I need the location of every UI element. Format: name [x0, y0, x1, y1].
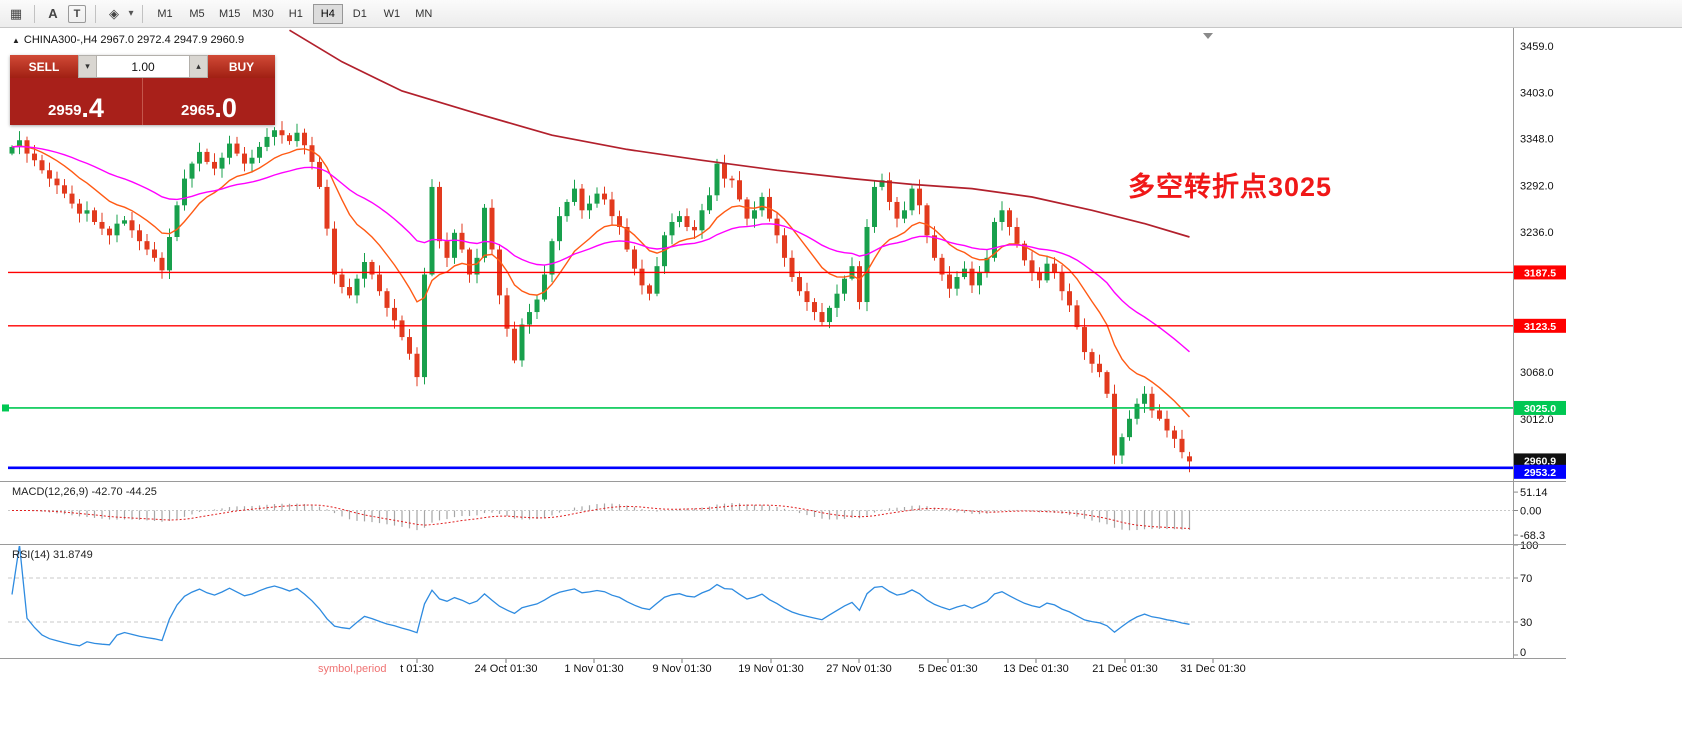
- price-badge: [1514, 400, 1566, 415]
- macd-indicator-label: MACD(12,26,9) -42.70 -44.25: [12, 486, 157, 498]
- hline-left-marker[interactable]: [2, 404, 9, 412]
- svg-text:2953.2: 2953.2: [1524, 467, 1556, 479]
- macd-axis-label: -68.3: [1520, 530, 1545, 542]
- trade-prices-row: 2959.4 2965.0: [10, 78, 275, 125]
- buy-price-pips: .0: [214, 93, 237, 124]
- macd-axis-label: 51.14: [1520, 487, 1548, 499]
- svg-text:3187.5: 3187.5: [1524, 267, 1556, 279]
- watermark-symbol-period: symbol,period: [318, 663, 386, 675]
- svg-text:2960.9: 2960.9: [1524, 455, 1556, 467]
- chart-grid-icon[interactable]: ▦: [9, 5, 23, 21]
- price-axis-label: 3068.0: [1520, 367, 1554, 379]
- volume-increase-button[interactable]: ▴: [189, 55, 208, 78]
- price-axis-label: 3012.0: [1520, 414, 1554, 426]
- time-axis-label: 1 Nov 01:30: [564, 663, 623, 675]
- buy-button[interactable]: BUY: [208, 55, 275, 78]
- volume-input[interactable]: [97, 55, 189, 78]
- chart-menu-chevron-icon[interactable]: [1203, 33, 1213, 39]
- collapse-arrow-icon[interactable]: ▲: [12, 36, 20, 45]
- timeframe-button-m1[interactable]: M1: [157, 7, 173, 20]
- sell-price-display[interactable]: 2959.4: [10, 78, 142, 125]
- price-axis-label: 3236.0: [1520, 227, 1554, 239]
- timeframe-button-h4[interactable]: H4: [312, 3, 343, 24]
- time-axis-label: 19 Nov 01:30: [738, 663, 803, 675]
- macd-panel: [8, 503, 1513, 531]
- time-axis-label: 24 Oct 01:30: [475, 663, 538, 675]
- buy-price-display[interactable]: 2965.0: [143, 78, 275, 125]
- spin-up-icon: ▴: [196, 61, 201, 71]
- sell-button[interactable]: SELL: [10, 55, 78, 78]
- timeframe-button-m30[interactable]: M30: [252, 7, 274, 20]
- price-badge: [1514, 318, 1566, 333]
- toolbar-separator: [142, 4, 143, 23]
- time-axis-label: 27 Nov 01:30: [826, 663, 891, 675]
- timeframe-button-w1[interactable]: W1: [383, 7, 401, 20]
- time-axis-label: 21 Dec 01:30: [1092, 663, 1157, 675]
- symbol-ohlc-text: CHINA300-,H4 2967.0 2972.4 2947.9 2960.9: [23, 34, 245, 46]
- one-click-trading-panel: SELL ▾ ▴ BUY 2959.4 2965.0: [10, 55, 275, 125]
- rsi-axis-label: 30: [1520, 617, 1532, 629]
- svg-text:3025.0: 3025.0: [1524, 403, 1556, 415]
- timeframe-button-m15[interactable]: M15: [219, 7, 241, 20]
- timeframe-button-d1[interactable]: D1: [352, 7, 367, 20]
- svg-text:3123.5: 3123.5: [1524, 321, 1556, 333]
- timeframe-button-m5[interactable]: M5: [189, 7, 205, 20]
- buy-price-main: 2965: [181, 102, 215, 119]
- price-divider: [142, 78, 143, 125]
- sell-price-pips: .4: [81, 93, 104, 124]
- volume-decrease-button[interactable]: ▾: [78, 55, 97, 78]
- time-axis-label: 31 Dec 01:30: [1180, 663, 1245, 675]
- timeframe-button-h1[interactable]: H1: [288, 7, 303, 20]
- timeframe-button-mn[interactable]: MN: [415, 7, 433, 20]
- draw-objects-icon[interactable]: ◈: [109, 5, 119, 21]
- toolbar-separator: [95, 4, 96, 23]
- dropdown-chevron-icon[interactable]: ▾: [128, 8, 134, 19]
- time-axis-label: t 01:30: [400, 663, 434, 675]
- macd-axis-label: 0.00: [1520, 506, 1541, 518]
- sell-price-main: 2959: [48, 102, 82, 119]
- chart-symbol-info: ▲ CHINA300-,H4 2967.0 2972.4 2947.9 2960.…: [12, 34, 244, 46]
- rsi-panel: [8, 546, 1513, 647]
- rsi-axis-label: 70: [1520, 573, 1532, 585]
- rsi-axis-label: 100: [1520, 540, 1538, 552]
- insert-text-icon[interactable]: A: [48, 6, 58, 21]
- trade-controls-row: SELL ▾ ▴ BUY: [10, 55, 275, 78]
- chart-toolbar: ▦ A T ◈ ▾ M1 M5 M15 M30 H1 H4 D1 W1 MN: [0, 0, 1682, 28]
- spin-down-icon: ▾: [85, 61, 90, 71]
- price-badge: [1514, 265, 1566, 280]
- time-axis-label: 13 Dec 01:30: [1003, 663, 1068, 675]
- chart-text-annotation[interactable]: 多空转折点3025: [1128, 172, 1333, 202]
- time-axis-label: 5 Dec 01:30: [918, 663, 977, 675]
- price-axis-label: 3459.0: [1520, 41, 1554, 53]
- rsi-indicator-label: RSI(14) 31.8749: [12, 549, 93, 561]
- price-axis-label: 3348.0: [1520, 134, 1554, 146]
- rsi-axis-label: 0: [1520, 647, 1526, 659]
- price-axis-label: 3292.0: [1520, 180, 1554, 192]
- text-label-icon[interactable]: T: [68, 4, 86, 23]
- price-axis-label: 3403.0: [1520, 88, 1554, 100]
- time-axis-label: 9 Nov 01:30: [652, 663, 711, 675]
- price-badge: [1514, 464, 1566, 479]
- price-badge: [1514, 453, 1566, 468]
- toolbar-separator: [34, 4, 35, 23]
